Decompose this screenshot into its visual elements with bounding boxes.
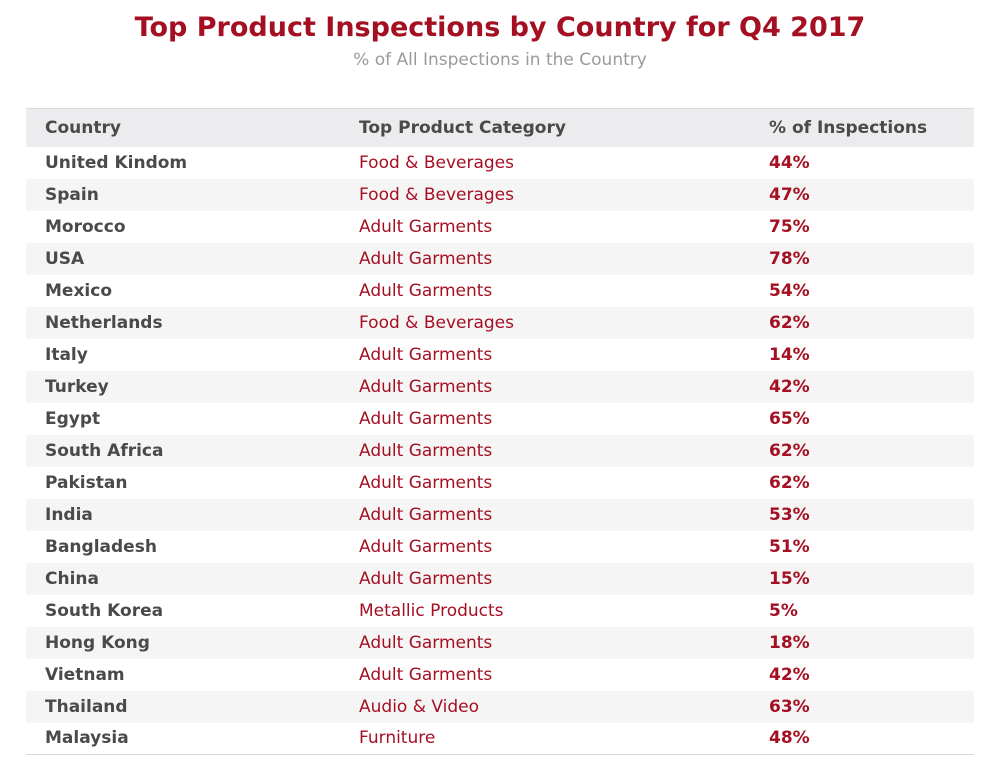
country-cell: Netherlands xyxy=(45,312,163,333)
table-row: Hong Kong Adult Garments 18% xyxy=(26,626,974,659)
percent-cell: 42% xyxy=(769,376,810,397)
percent-cell: 15% xyxy=(769,568,810,589)
table-header: Country Top Product Category % of Inspec… xyxy=(26,108,974,147)
percent-cell: 14% xyxy=(769,344,810,365)
percent-cell: 62% xyxy=(769,312,810,333)
category-cell: Adult Garments xyxy=(359,376,493,397)
category-cell: Metallic Products xyxy=(359,600,504,621)
chart-title: Top Product Inspections by Country for Q… xyxy=(134,12,866,43)
country-cell: Vietnam xyxy=(45,664,125,685)
table-row: USA Adult Garments 78% xyxy=(26,242,974,275)
table-row: United Kindom Food & Beverages 44% xyxy=(26,147,974,179)
country-cell: USA xyxy=(45,248,85,269)
percent-cell: 78% xyxy=(769,248,810,269)
table-row: Vietnam Adult Garments 42% xyxy=(26,659,974,691)
country-cell: Pakistan xyxy=(45,472,128,493)
inspections-table: Country Top Product Category % of Inspec… xyxy=(26,108,974,755)
percent-cell: 63% xyxy=(769,696,810,717)
table-row: Netherlands Food & Beverages 62% xyxy=(26,306,974,339)
percent-cell: 62% xyxy=(769,440,810,461)
table-row: Mexico Adult Garments 54% xyxy=(26,275,974,307)
table-row: Turkey Adult Garments 42% xyxy=(26,370,974,403)
table-row: Morocco Adult Garments 75% xyxy=(26,211,974,243)
country-cell: Italy xyxy=(45,344,88,365)
country-cell: Turkey xyxy=(45,376,109,397)
percent-cell: 54% xyxy=(769,280,810,301)
column-header-country: Country xyxy=(45,117,121,138)
table-row: Thailand Audio & Video 63% xyxy=(26,690,974,723)
percent-cell: 5% xyxy=(769,600,798,621)
category-cell: Food & Beverages xyxy=(359,312,514,333)
percent-cell: 51% xyxy=(769,536,810,557)
country-cell: Mexico xyxy=(45,280,112,301)
category-cell: Adult Garments xyxy=(359,216,493,237)
percent-cell: 18% xyxy=(769,632,810,653)
category-cell: Food & Beverages xyxy=(359,184,514,205)
country-cell: Spain xyxy=(45,184,99,205)
country-cell: Morocco xyxy=(45,216,126,237)
category-cell: Adult Garments xyxy=(359,568,493,589)
category-cell: Adult Garments xyxy=(359,440,493,461)
category-cell: Food & Beverages xyxy=(359,152,514,173)
category-cell: Audio & Video xyxy=(359,696,480,717)
percent-cell: 62% xyxy=(769,472,810,493)
table-row: Bangladesh Adult Garments 51% xyxy=(26,531,974,563)
category-cell: Adult Garments xyxy=(359,344,493,365)
category-cell: Adult Garments xyxy=(359,408,493,429)
country-cell: India xyxy=(45,504,93,525)
category-cell: Adult Garments xyxy=(359,536,493,557)
table-body: United Kindom Food & Beverages 44% Spain Foo… xyxy=(26,147,974,755)
table-row: South Africa Adult Garments 62% xyxy=(26,434,974,467)
table-row: South Korea Metallic Products 5% xyxy=(26,595,974,627)
percent-cell: 42% xyxy=(769,664,810,685)
percent-cell: 65% xyxy=(769,408,810,429)
percent-cell: 47% xyxy=(769,184,810,205)
table-row: Egypt Adult Garments 65% xyxy=(26,403,974,435)
table-row: Italy Adult Garments 14% xyxy=(26,339,974,371)
table-row: Spain Food & Beverages 47% xyxy=(26,178,974,211)
category-cell: Adult Garments xyxy=(359,664,493,685)
percent-cell: 53% xyxy=(769,504,810,525)
country-cell: Hong Kong xyxy=(45,632,150,653)
country-cell: Egypt xyxy=(45,408,101,429)
table-row: Malaysia Furniture 48% xyxy=(26,723,974,755)
country-cell: United Kindom xyxy=(45,152,188,173)
column-header-category: Top Product Category xyxy=(359,117,566,138)
category-cell: Furniture xyxy=(359,728,436,749)
table-row: India Adult Garments 53% xyxy=(26,498,974,531)
country-cell: South Africa xyxy=(45,440,164,461)
category-cell: Adult Garments xyxy=(359,248,493,269)
column-header-percent: % of Inspections xyxy=(769,117,928,138)
country-cell: Malaysia xyxy=(45,728,129,749)
country-cell: Bangladesh xyxy=(45,536,157,557)
percent-cell: 48% xyxy=(769,728,810,749)
header-row: Country Top Product Category % of Inspec… xyxy=(26,108,974,147)
country-cell: China xyxy=(45,568,99,589)
country-cell: Thailand xyxy=(45,696,128,717)
category-cell: Adult Garments xyxy=(359,504,493,525)
table-row: China Adult Garments 15% xyxy=(26,562,974,595)
country-cell: South Korea xyxy=(45,600,164,621)
table-row: Pakistan Adult Garments 62% xyxy=(26,467,974,499)
category-cell: Adult Garments xyxy=(359,472,493,493)
chart-subtitle: % of All Inspections in the Country xyxy=(353,50,647,70)
percent-cell: 75% xyxy=(769,216,810,237)
category-cell: Adult Garments xyxy=(359,632,493,653)
category-cell: Adult Garments xyxy=(359,280,493,301)
percent-cell: 44% xyxy=(769,152,810,173)
